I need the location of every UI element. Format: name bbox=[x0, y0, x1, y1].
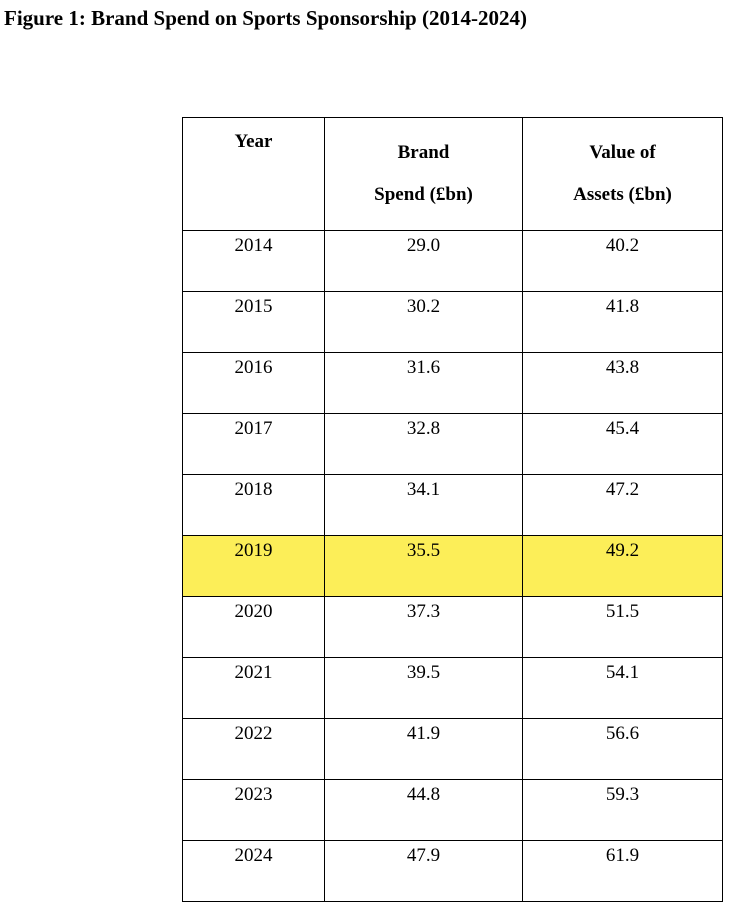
column-header-brand-spend-line-1: Brand bbox=[397, 142, 450, 163]
brand-spend-cell: 47.9 bbox=[324, 840, 523, 902]
asset-value-cell: 54.1 bbox=[522, 657, 723, 719]
brand-spend-cell: 30.2 bbox=[324, 291, 523, 353]
year-cell: 2022 bbox=[182, 718, 325, 780]
brand-spend-cell: 31.6 bbox=[324, 352, 523, 414]
table-row-2021: 2021 39.5 54.1 bbox=[182, 657, 723, 719]
table-row-2014: 2014 29.0 40.2 bbox=[182, 230, 723, 292]
table-row-2016: 2016 31.6 43.8 bbox=[182, 352, 723, 414]
table-row-2024: 2024 47.9 61.9 bbox=[182, 840, 723, 902]
table-row-2018: 2018 34.1 47.2 bbox=[182, 474, 723, 536]
asset-value-cell: 56.6 bbox=[522, 718, 723, 780]
asset-value-cell: 49.2 bbox=[522, 535, 723, 597]
brand-spend-cell: 41.9 bbox=[324, 718, 523, 780]
brand-spend-cell: 29.0 bbox=[324, 230, 523, 292]
table-row-2017: 2017 32.8 45.4 bbox=[182, 413, 723, 475]
year-cell: 2020 bbox=[182, 596, 325, 658]
column-header-year-label: Year bbox=[234, 131, 273, 152]
table-body: 2014 29.0 40.2 2015 30.2 41.8 2016 31.6 43.8 2017… bbox=[182, 230, 723, 902]
brand-spend-cell: 37.3 bbox=[324, 596, 523, 658]
column-header-asset-value: Value of Assets (£bn) bbox=[522, 117, 723, 231]
asset-value-cell: 41.8 bbox=[522, 291, 723, 353]
figure-title: Figure 1: Brand Spend on Sports Sponsors… bbox=[4, 6, 527, 30]
brand-spend-cell: 34.1 bbox=[324, 474, 523, 536]
brand-spend-cell: 39.5 bbox=[324, 657, 523, 719]
table-row-2022: 2022 41.9 56.6 bbox=[182, 718, 723, 780]
year-cell: 2024 bbox=[182, 840, 325, 902]
column-header-brand-spend-line-2: Spend (£bn) bbox=[374, 184, 473, 205]
column-header-brand-spend: Brand Spend (£bn) bbox=[324, 117, 523, 231]
year-cell: 2017 bbox=[182, 413, 325, 475]
sponsorship-table: Year Brand Spend (£bn) Value of Assets (… bbox=[182, 117, 723, 902]
brand-spend-cell: 35.5 bbox=[324, 535, 523, 597]
brand-spend-cell: 44.8 bbox=[324, 779, 523, 841]
asset-value-cell: 51.5 bbox=[522, 596, 723, 658]
year-cell: 2023 bbox=[182, 779, 325, 841]
asset-value-cell: 45.4 bbox=[522, 413, 723, 475]
brand-spend-cell: 32.8 bbox=[324, 413, 523, 475]
table-header: Year Brand Spend (£bn) Value of Assets (… bbox=[182, 117, 723, 231]
header-row: Year Brand Spend (£bn) Value of Assets (… bbox=[182, 117, 723, 231]
table-row-2015: 2015 30.2 41.8 bbox=[182, 291, 723, 353]
table-row-2020: 2020 37.3 51.5 bbox=[182, 596, 723, 658]
year-cell: 2015 bbox=[182, 291, 325, 353]
asset-value-cell: 59.3 bbox=[522, 779, 723, 841]
asset-value-cell: 43.8 bbox=[522, 352, 723, 414]
asset-value-cell: 47.2 bbox=[522, 474, 723, 536]
year-cell: 2018 bbox=[182, 474, 325, 536]
year-cell: 2021 bbox=[182, 657, 325, 719]
table-row-2019: 2019 35.5 49.2 bbox=[182, 535, 723, 597]
column-header-year: Year bbox=[182, 117, 325, 231]
column-header-asset-value-line-2: Assets (£bn) bbox=[573, 184, 672, 205]
year-cell: 2019 bbox=[182, 535, 325, 597]
asset-value-cell: 61.9 bbox=[522, 840, 723, 902]
column-header-asset-value-line-1: Value of bbox=[589, 142, 656, 163]
asset-value-cell: 40.2 bbox=[522, 230, 723, 292]
year-cell: 2014 bbox=[182, 230, 325, 292]
table-row-2023: 2023 44.8 59.3 bbox=[182, 779, 723, 841]
year-cell: 2016 bbox=[182, 352, 325, 414]
